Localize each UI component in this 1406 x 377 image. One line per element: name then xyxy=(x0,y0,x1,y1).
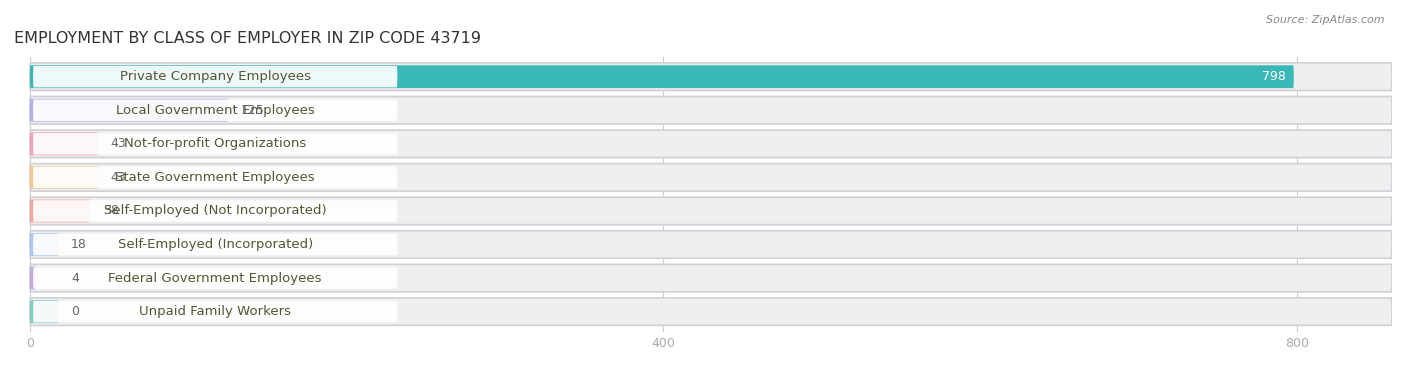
Text: Private Company Employees: Private Company Employees xyxy=(120,70,311,83)
FancyBboxPatch shape xyxy=(30,233,59,256)
FancyBboxPatch shape xyxy=(34,200,398,222)
FancyBboxPatch shape xyxy=(30,99,228,122)
Text: 0: 0 xyxy=(72,305,79,318)
FancyBboxPatch shape xyxy=(30,199,90,222)
FancyBboxPatch shape xyxy=(34,66,398,87)
Text: EMPLOYMENT BY CLASS OF EMPLOYER IN ZIP CODE 43719: EMPLOYMENT BY CLASS OF EMPLOYER IN ZIP C… xyxy=(14,31,481,46)
FancyBboxPatch shape xyxy=(30,298,1392,325)
FancyBboxPatch shape xyxy=(30,164,1392,191)
Text: Self-Employed (Incorporated): Self-Employed (Incorporated) xyxy=(118,238,312,251)
FancyBboxPatch shape xyxy=(34,267,398,289)
Text: Self-Employed (Not Incorporated): Self-Employed (Not Incorporated) xyxy=(104,204,326,218)
FancyBboxPatch shape xyxy=(34,301,398,322)
FancyBboxPatch shape xyxy=(30,300,59,323)
Text: 798: 798 xyxy=(1263,70,1286,83)
Text: Not-for-profit Organizations: Not-for-profit Organizations xyxy=(124,137,307,150)
Text: Federal Government Employees: Federal Government Employees xyxy=(108,271,322,285)
FancyBboxPatch shape xyxy=(30,97,1392,124)
FancyBboxPatch shape xyxy=(30,166,98,189)
FancyBboxPatch shape xyxy=(30,130,1392,158)
FancyBboxPatch shape xyxy=(34,234,398,255)
Text: Source: ZipAtlas.com: Source: ZipAtlas.com xyxy=(1267,15,1385,25)
FancyBboxPatch shape xyxy=(34,133,398,155)
Text: Unpaid Family Workers: Unpaid Family Workers xyxy=(139,305,291,318)
FancyBboxPatch shape xyxy=(30,267,37,290)
Text: 125: 125 xyxy=(240,104,264,117)
Text: 43: 43 xyxy=(111,137,127,150)
FancyBboxPatch shape xyxy=(30,264,1392,292)
Text: State Government Employees: State Government Employees xyxy=(115,171,315,184)
Text: 18: 18 xyxy=(72,238,87,251)
FancyBboxPatch shape xyxy=(34,167,398,188)
FancyBboxPatch shape xyxy=(30,132,98,155)
FancyBboxPatch shape xyxy=(30,65,1294,88)
Text: Local Government Employees: Local Government Employees xyxy=(115,104,315,117)
FancyBboxPatch shape xyxy=(30,197,1392,225)
Text: 4: 4 xyxy=(72,271,79,285)
Text: 38: 38 xyxy=(103,204,118,218)
FancyBboxPatch shape xyxy=(34,100,398,121)
FancyBboxPatch shape xyxy=(30,63,1392,90)
FancyBboxPatch shape xyxy=(30,231,1392,258)
Text: 43: 43 xyxy=(111,171,127,184)
